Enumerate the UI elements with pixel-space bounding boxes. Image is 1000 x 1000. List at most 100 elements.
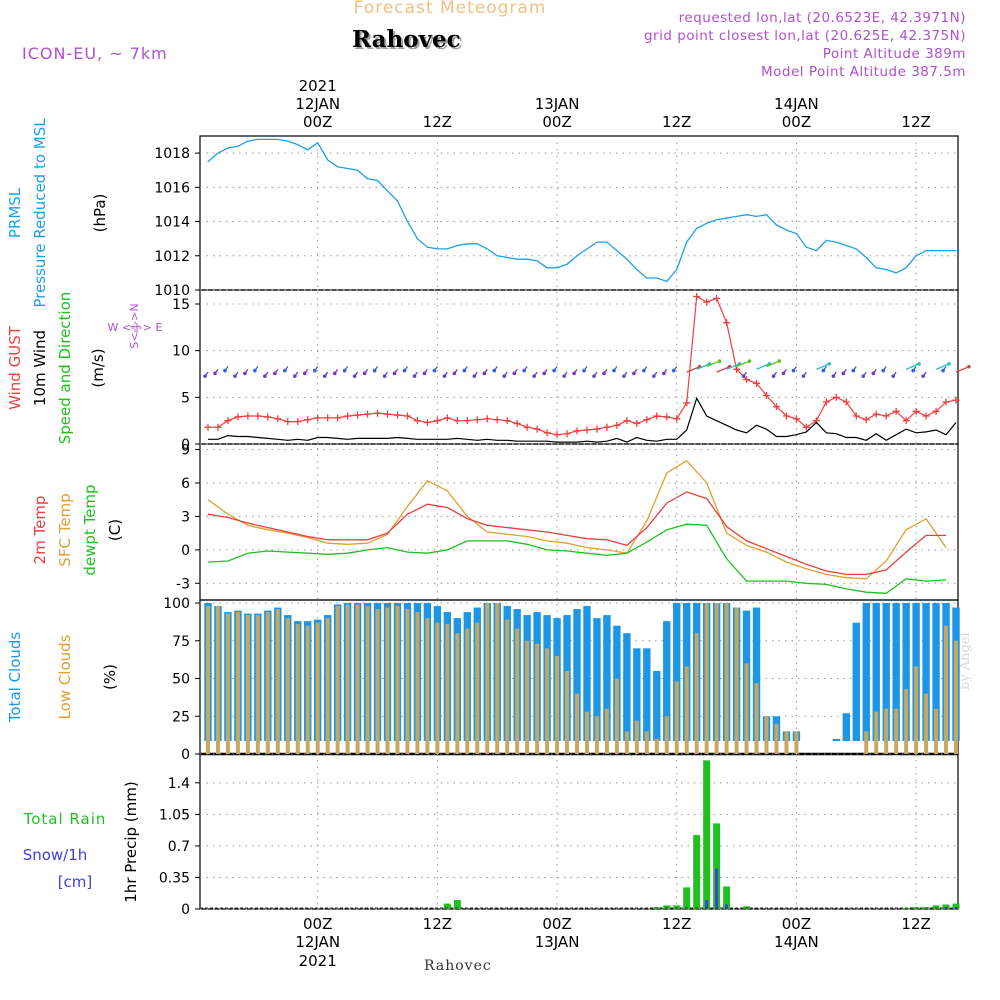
total-clouds-bar <box>862 603 870 741</box>
low-clouds-bar <box>584 711 589 754</box>
low-clouds-bar <box>385 607 390 754</box>
low-clouds-bar <box>664 716 669 754</box>
pressure-point <box>317 142 319 144</box>
y-tick-label-4-2: 0.7 <box>168 839 190 855</box>
gust-marker <box>393 411 401 419</box>
low-clouds-bar <box>375 609 380 754</box>
total-clouds-bar <box>583 606 591 741</box>
gust-marker <box>852 412 860 420</box>
gust-marker <box>563 430 571 438</box>
low-clouds-bar <box>694 633 699 754</box>
low-clouds-bar <box>944 625 949 754</box>
pressure-point <box>716 219 718 221</box>
pressure-point <box>865 256 867 259</box>
low-clouds-bar <box>395 606 400 754</box>
low-clouds-bar <box>435 622 440 754</box>
wind-direction-arrowhead <box>602 371 606 376</box>
bottom-day-label-2: 13JAN <box>535 933 580 951</box>
gust-marker <box>244 412 252 420</box>
wind-direction-arrowhead <box>362 371 367 376</box>
dewpt-temp-label: dewpt Temp <box>81 484 99 575</box>
rain-bar <box>932 905 940 909</box>
low-clouds-bar <box>415 612 420 754</box>
pressure-point <box>566 263 568 265</box>
pressure-point <box>765 214 768 216</box>
gust-marker <box>443 414 451 422</box>
pressure-point <box>855 248 857 250</box>
low-clouds-bar <box>594 716 599 754</box>
pressure-point <box>586 248 588 250</box>
pressure-point <box>426 246 428 248</box>
low-clouds-bar <box>335 606 340 754</box>
pressure-point <box>227 147 229 149</box>
low-clouds-bar <box>455 633 460 754</box>
pressure-point <box>386 190 389 192</box>
pressure-point <box>656 277 658 279</box>
low-clouds-bar <box>325 618 330 754</box>
gust-marker <box>922 412 930 420</box>
rain-bar <box>693 835 701 909</box>
low-clouds-bar <box>764 716 769 754</box>
requested-coords: requested lon,lat (20.6523E, 42.3971N) <box>678 10 966 26</box>
wind-gust-label: Wind GUST <box>6 325 24 410</box>
wind-direction-arrowhead <box>292 374 297 378</box>
gust-marker <box>384 410 392 418</box>
pressure-point <box>845 244 847 247</box>
wind-direction-arrowhead <box>482 371 487 376</box>
total-clouds-bar <box>902 603 910 741</box>
gust-marker <box>204 423 212 431</box>
wind-direction-arrowhead <box>891 374 896 378</box>
low-clouds-bar <box>714 603 719 754</box>
pressure-point <box>676 268 678 271</box>
pressure-point <box>287 140 289 142</box>
pressure-point <box>596 241 598 243</box>
wind-direction-arrowhead <box>562 374 566 378</box>
total-clouds-bar <box>643 648 651 741</box>
wind-direction-arrowhead <box>652 374 656 378</box>
gust-marker <box>294 418 302 426</box>
top-time-label-0: 00Z <box>303 113 332 131</box>
model-point-altitude: Model Point Altitude 387.5m <box>761 64 966 80</box>
low-clouds-bar <box>954 640 958 754</box>
top-time-label-5: 12Z <box>901 113 930 131</box>
gust-marker <box>473 416 481 424</box>
top-time-label-1: 12Z <box>423 113 452 131</box>
pressure-point <box>376 179 379 182</box>
pressure-point <box>347 167 349 170</box>
wind-direction-arrowhead <box>947 362 951 366</box>
wind-direction-arrowhead <box>831 374 836 378</box>
total-clouds-bar <box>882 603 890 741</box>
low-clouds-bar <box>864 731 869 754</box>
low-clouds-bar <box>315 622 320 754</box>
total-rain-label: Total Rain <box>23 810 107 828</box>
wind-direction-arrowhead <box>821 368 826 373</box>
y-tick-label-1-1: 5 <box>181 390 190 406</box>
gust-marker <box>733 365 741 373</box>
model-label: ICON-EU, ~ 7km <box>22 44 168 63</box>
gust-marker <box>772 403 780 411</box>
y-tick-label-4-0: 0 <box>181 902 190 918</box>
gust-marker <box>523 423 531 431</box>
wind-direction-arrowhead <box>871 371 876 376</box>
wind-direction-arrowhead <box>717 359 722 363</box>
wind-direction-arrowhead <box>741 374 746 378</box>
total-clouds-bar <box>633 648 641 741</box>
meteogram-title: Forecast Meteogram <box>353 0 547 18</box>
wind-direction-arrowhead <box>283 368 287 373</box>
low-clouds-bar <box>485 603 490 754</box>
wind-direction-arrowhead <box>777 359 782 363</box>
top-day-label-2: 13JAN <box>535 95 580 113</box>
gust-marker <box>832 393 840 401</box>
low-clouds-bar <box>654 738 659 754</box>
pressure-point <box>745 214 748 216</box>
low-clouds-bar <box>634 720 639 754</box>
gust-marker <box>453 417 461 425</box>
wind-direction-arrow <box>935 363 950 370</box>
footer-location: Rahovec <box>424 958 492 974</box>
wind-direction-arrow <box>686 366 700 373</box>
pressure-point <box>905 267 907 269</box>
low-clouds-bar <box>535 643 540 754</box>
bottom-time-label-5: 12Z <box>901 915 930 933</box>
y-tick-label-2-3: 6 <box>181 476 190 492</box>
clouds-unit-label: (%) <box>101 664 119 690</box>
